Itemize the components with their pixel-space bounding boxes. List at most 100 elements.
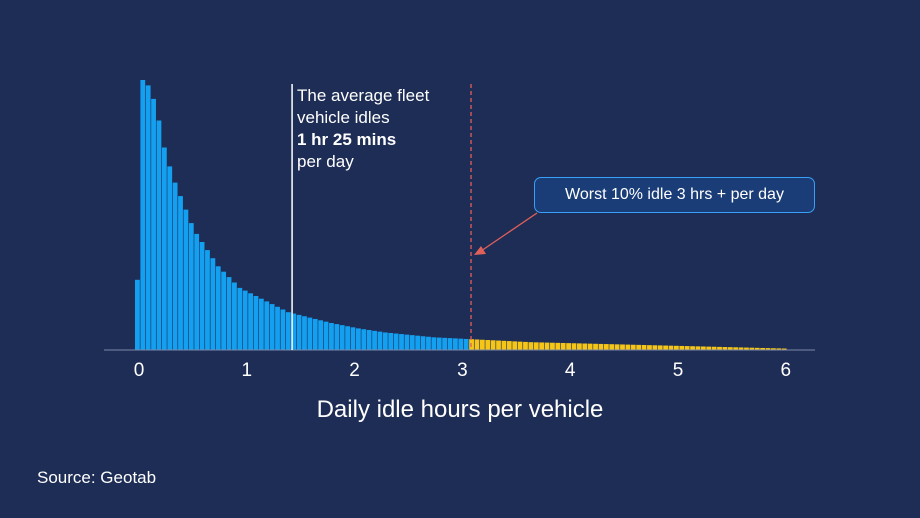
histogram-bar (426, 336, 431, 350)
histogram-bar (285, 312, 291, 350)
histogram-bar (409, 335, 415, 350)
histogram-bar (205, 250, 210, 350)
histogram-bar (760, 347, 766, 350)
histogram-bar (609, 344, 615, 350)
histogram-bar (393, 333, 399, 350)
histogram-bar (318, 320, 324, 350)
histogram-bar (539, 342, 545, 350)
histogram-bar (232, 282, 237, 350)
histogram-bar (690, 346, 695, 350)
histogram-bar (479, 339, 485, 350)
histogram-bar (291, 313, 297, 350)
histogram-bar (420, 336, 426, 350)
histogram-bar (738, 347, 744, 350)
histogram-bar (188, 223, 194, 350)
x-tick-label: 5 (673, 360, 684, 381)
histogram-bar (512, 341, 518, 350)
histogram-bar (194, 233, 200, 350)
callout-arrow (474, 212, 538, 255)
histogram-bar (345, 326, 350, 350)
histogram-bar (463, 338, 469, 350)
annotation-line-4: per day (297, 152, 354, 171)
worst-10-percent-callout: Worst 10% idle 3 hrs + per day (534, 177, 815, 213)
histogram-bar (727, 347, 733, 350)
x-tick-label: 2 (349, 360, 360, 381)
histogram-bar (598, 343, 604, 351)
histogram-bar (172, 182, 178, 350)
histogram-bar (528, 342, 534, 350)
histogram-bar (210, 258, 216, 350)
histogram-bar (765, 348, 771, 350)
histogram-bar (253, 296, 259, 350)
histogram-bar (603, 344, 609, 350)
histogram-bar (312, 318, 318, 350)
histogram-bar (280, 309, 286, 350)
histogram-bar (733, 347, 739, 350)
x-axis-label: Daily idle hours per vehicle (317, 396, 604, 423)
histogram-bar (523, 341, 528, 350)
histogram-bar (550, 342, 555, 350)
histogram-bar (167, 166, 173, 350)
histogram-bar (657, 345, 663, 350)
histogram-bar (647, 345, 652, 350)
histogram-bar (668, 345, 674, 350)
histogram-bar (339, 325, 345, 350)
histogram-bar (388, 332, 394, 350)
histogram-bar (533, 342, 539, 351)
histogram-bar (415, 335, 421, 350)
histogram-bar (744, 347, 749, 350)
histogram-bar (496, 340, 501, 350)
histogram-bar (307, 317, 313, 350)
histogram-bar (754, 347, 760, 350)
histogram-bar (749, 347, 755, 350)
histogram-bars (135, 80, 787, 351)
annotation-line-1: The average fleet (297, 86, 430, 105)
histogram-bar (226, 277, 232, 350)
annotation-line-2: vehicle idles (297, 108, 390, 127)
histogram-bar (269, 304, 275, 350)
x-tick-label: 6 (781, 360, 792, 381)
histogram-bar (161, 147, 167, 350)
histogram-bar (151, 98, 156, 351)
histogram-bar (302, 316, 307, 350)
histogram-bar (361, 329, 367, 350)
average-annotation: The average fleet vehicle idles 1 hr 25 … (297, 85, 429, 173)
histogram-bar (695, 346, 701, 351)
histogram-bar (258, 298, 264, 350)
histogram-bar (145, 85, 151, 351)
histogram-bar (323, 321, 329, 350)
histogram-bar (490, 340, 496, 350)
histogram-bar (350, 327, 356, 350)
x-tick-label: 4 (565, 360, 576, 381)
histogram-bar (242, 290, 248, 350)
histogram-bar (458, 338, 464, 350)
annotation-line-3: 1 hr 25 mins (297, 130, 397, 149)
histogram-bar (630, 344, 636, 350)
histogram-bar (221, 271, 227, 350)
histogram-bar (436, 337, 442, 350)
histogram-bar (636, 344, 642, 350)
histogram-bar (442, 337, 448, 350)
histogram-bar (652, 345, 658, 350)
histogram-bar (199, 242, 205, 350)
histogram-bar (560, 342, 566, 350)
histogram-bar (248, 293, 253, 350)
histogram-bar (404, 334, 410, 350)
histogram-bar (614, 344, 620, 350)
x-axis-ticks: 0 1 2 3 4 5 6 (134, 360, 791, 381)
histogram-bar (555, 342, 561, 350)
histogram-bar (620, 344, 625, 350)
histogram-bar (717, 346, 722, 350)
histogram-bar (593, 343, 598, 350)
histogram-bar (140, 80, 146, 350)
histogram-bar (296, 314, 302, 350)
histogram-bar (237, 287, 243, 350)
histogram-bar (264, 301, 270, 350)
histogram-bar (776, 348, 782, 350)
histogram-bar (587, 343, 593, 350)
x-tick-label: 0 (134, 360, 145, 381)
histogram-bar (474, 339, 480, 350)
histogram-bar (355, 328, 361, 350)
histogram-bar (372, 330, 377, 350)
